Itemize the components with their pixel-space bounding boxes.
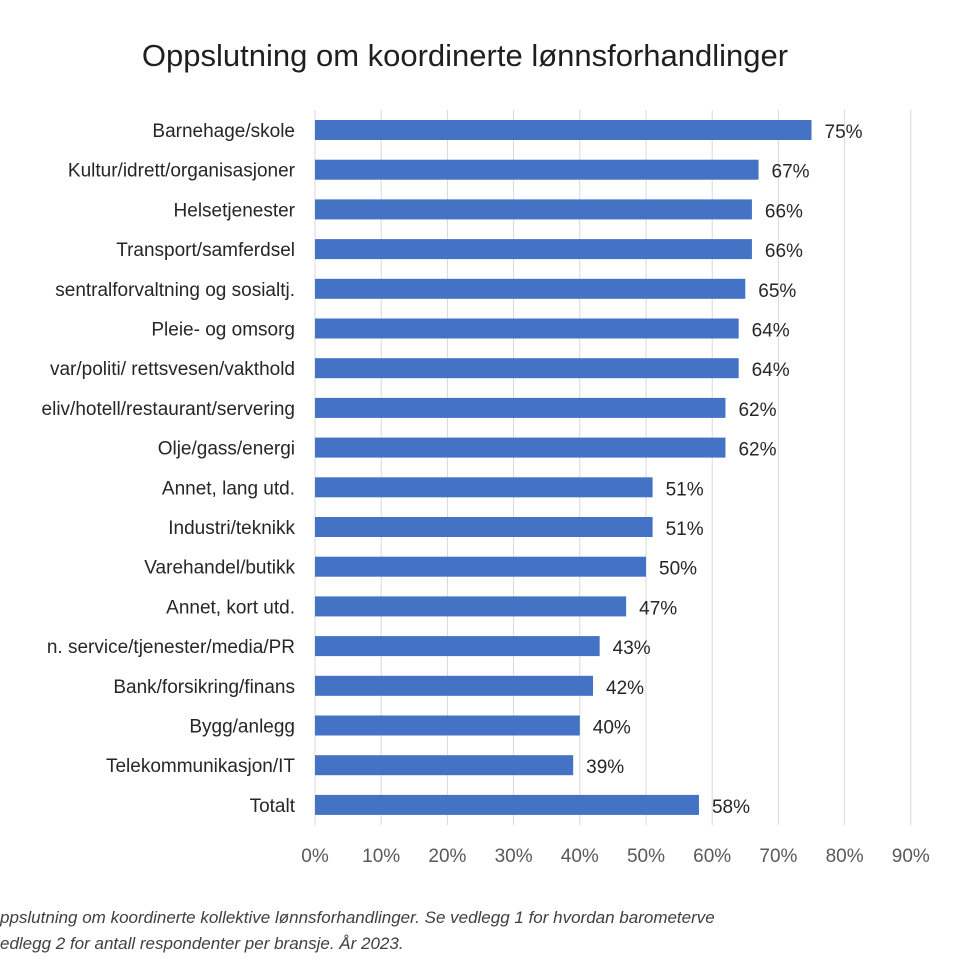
category-label: var/politi/ rettsvesen/vakthold bbox=[50, 359, 295, 380]
value-label: 66% bbox=[765, 241, 803, 262]
value-label: 51% bbox=[666, 519, 704, 540]
value-label: 58% bbox=[712, 797, 750, 818]
bar bbox=[315, 358, 739, 379]
bar bbox=[315, 794, 699, 815]
category-label: Bygg/anlegg bbox=[189, 717, 295, 738]
bar-chart: 0%10%20%30%40%50%60%70%80%90%1Barnehage/… bbox=[42, 110, 930, 867]
category-label: Industri/teknikk bbox=[168, 518, 295, 539]
value-label: 67% bbox=[772, 162, 810, 183]
x-tick-label: 70% bbox=[759, 846, 797, 867]
value-label: 62% bbox=[738, 400, 776, 421]
category-label: Totalt bbox=[250, 796, 296, 817]
value-label: 64% bbox=[752, 321, 790, 342]
x-tick-label: 10% bbox=[362, 846, 400, 867]
bar bbox=[315, 120, 812, 140]
bar bbox=[315, 199, 752, 220]
bar bbox=[315, 636, 600, 657]
category-label: Barnehage/skole bbox=[152, 121, 295, 142]
x-tick-label: 60% bbox=[693, 846, 731, 867]
category-label: Kultur/idrett/organisasjoner bbox=[68, 161, 296, 182]
bar bbox=[315, 715, 580, 736]
bar bbox=[315, 556, 646, 577]
value-label: 39% bbox=[586, 757, 624, 778]
x-tick-label: 90% bbox=[892, 846, 930, 867]
category-label: n. service/tjenester/media/PR bbox=[47, 637, 295, 658]
value-label: 65% bbox=[758, 281, 796, 302]
figure-caption: ppslutning om koordinerte kollektive løn… bbox=[0, 905, 960, 957]
x-tick-label: 50% bbox=[627, 846, 665, 867]
bar bbox=[315, 437, 726, 458]
bar bbox=[315, 278, 746, 299]
caption-line-2: edlegg 2 for antall respondenter per bra… bbox=[0, 934, 404, 953]
value-label: 62% bbox=[738, 440, 776, 461]
category-label: Annet, kort utd. bbox=[166, 597, 295, 618]
bar bbox=[315, 397, 726, 418]
bar bbox=[315, 477, 653, 498]
category-label: Transport/samferdsel bbox=[116, 240, 295, 261]
value-label: 64% bbox=[752, 360, 790, 381]
x-tick-label: 0% bbox=[301, 846, 329, 867]
value-label: 43% bbox=[613, 638, 651, 659]
caption-line-1: ppslutning om koordinerte kollektive løn… bbox=[0, 908, 715, 927]
bar bbox=[315, 596, 627, 617]
category-label: Annet, lang utd. bbox=[162, 478, 295, 499]
value-label: 42% bbox=[606, 678, 644, 699]
x-tick-label: 30% bbox=[495, 846, 533, 867]
category-label: sentralforvaltning og sosialtj. bbox=[55, 280, 295, 301]
category-label: Olje/gass/energi bbox=[158, 439, 295, 460]
category-label: Helsetjenester bbox=[174, 200, 296, 221]
category-label: eliv/hotell/restaurant/servering bbox=[42, 399, 295, 420]
x-tick-label: 40% bbox=[561, 846, 599, 867]
value-label: 47% bbox=[639, 598, 677, 619]
x-tick-label: 80% bbox=[826, 846, 864, 867]
gridlines bbox=[314, 110, 912, 825]
value-label: 40% bbox=[593, 718, 631, 739]
chart-title: Oppslutning om koordinerte lønnsforhandl… bbox=[141, 38, 789, 73]
bar bbox=[315, 755, 574, 776]
value-label: 50% bbox=[659, 559, 697, 580]
category-label: Pleie- og omsorg bbox=[151, 320, 295, 341]
bar bbox=[315, 517, 653, 537]
value-label: 51% bbox=[666, 479, 704, 500]
bar bbox=[315, 159, 759, 180]
category-label: Varehandel/butikk bbox=[144, 558, 295, 579]
value-label: 75% bbox=[825, 122, 863, 143]
bar bbox=[315, 675, 594, 696]
value-label: 66% bbox=[765, 201, 803, 222]
category-label: Bank/forsikring/finans bbox=[113, 677, 295, 698]
labels: 0%10%20%30%40%50%60%70%80%90%1Barnehage/… bbox=[42, 121, 930, 867]
bars bbox=[315, 120, 812, 815]
bar bbox=[315, 239, 752, 260]
x-tick-label: 20% bbox=[428, 846, 466, 867]
category-label: Telekommunikasjon/IT bbox=[106, 756, 295, 777]
bar bbox=[315, 318, 739, 339]
